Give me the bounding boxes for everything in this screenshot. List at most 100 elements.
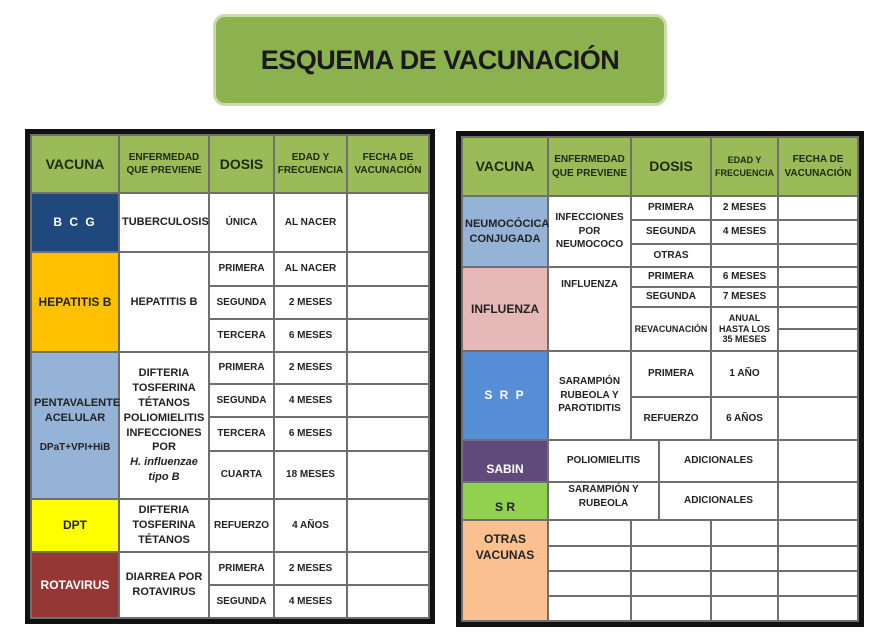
age-cell: 4 MESES xyxy=(273,383,348,418)
table-row: REVACUNACIÓN ANUAL HASTA LOS 35 MESES xyxy=(462,306,860,352)
header-edad: EDAD Y FRECUENCIA xyxy=(710,136,780,197)
date-field[interactable] xyxy=(777,350,860,398)
table-row xyxy=(462,545,860,572)
date-field[interactable] xyxy=(777,286,860,308)
right-schedule-frame: VACUNA ENFERMEDAD QUE PREVIENE DOSIS EDA… xyxy=(456,131,865,627)
dose-cell: PRIMERA xyxy=(629,350,713,398)
date-field[interactable] xyxy=(777,219,860,245)
disease-cell: TUBERCULOSIS xyxy=(118,192,210,253)
dose-cell: PRIMERA xyxy=(629,266,713,288)
table-row: PENTAVALENTE ACELULAR DPaT+VPI+HiB DIFTE… xyxy=(30,351,430,500)
header-fecha: FECHA DE VACUNACIÓN xyxy=(777,136,860,197)
vaccine-sub: DPaT+VPI+HiB xyxy=(39,442,111,454)
table-row: SEGUNDA 2 MESES xyxy=(31,285,430,320)
blank-cell[interactable] xyxy=(547,595,632,622)
left-schedule-table: VACUNA ENFERMEDAD QUE PREVIENE DOSIS EDA… xyxy=(30,134,430,619)
date-field[interactable] xyxy=(346,551,430,586)
vaccine-bcg: B C G xyxy=(30,192,120,253)
age-cell: 2 MESES xyxy=(710,195,780,221)
date-field[interactable] xyxy=(777,545,860,572)
table-row: SEGUNDA 4 MESES xyxy=(31,383,430,418)
date-field[interactable] xyxy=(346,498,430,553)
table-row xyxy=(462,328,860,352)
date-field[interactable] xyxy=(777,195,860,221)
blank-cell[interactable] xyxy=(629,595,713,622)
age-cell: 7 MESES xyxy=(710,286,780,308)
table-row: SEGUNDA 7 MESES xyxy=(462,286,860,308)
dose-cell: REVACUNACIÓN xyxy=(629,306,713,352)
date-field[interactable] xyxy=(346,251,430,287)
date-field[interactable] xyxy=(777,306,860,330)
header-vacuna: VACUNA xyxy=(461,136,549,197)
header-row: VACUNA ENFERMEDAD QUE PREVIENE DOSIS EDA… xyxy=(461,136,860,197)
blank-cell[interactable] xyxy=(547,570,632,597)
table-row: NEUMOCÓCICA CONJUGADA INFECCIONES POR NE… xyxy=(461,195,860,268)
right-schedule-table: VACUNA ENFERMEDAD QUE PREVIENE DOSIS EDA… xyxy=(461,136,860,622)
date-field[interactable] xyxy=(777,519,860,547)
table-row: OTRAS VACUNAS xyxy=(461,519,860,622)
date-field[interactable] xyxy=(346,383,430,418)
blank-cell[interactable] xyxy=(547,519,632,547)
blank-cell[interactable] xyxy=(629,519,713,547)
date-field[interactable] xyxy=(777,266,860,288)
vaccine-pentavalente: PENTAVALENTE ACELULAR DPaT+VPI+HiB xyxy=(30,351,120,500)
table-row: B C G TUBERCULOSIS ÚNICA AL NACER xyxy=(30,192,430,253)
table-row: S R SARAMPIÓN Y RUBEOLA ADICIONALES xyxy=(461,481,860,521)
date-field[interactable] xyxy=(777,396,860,441)
age-cell: 1 AÑO xyxy=(710,350,780,398)
header-edad: EDAD Y FRECUENCIA xyxy=(273,134,348,194)
header-enfermedad: ENFERMEDAD QUE PREVIENE xyxy=(547,136,632,197)
date-field[interactable] xyxy=(346,192,430,253)
date-field[interactable] xyxy=(346,351,430,385)
table-row xyxy=(462,595,860,622)
vaccine-sr: S R xyxy=(461,481,549,521)
age-cell: 6 MESES xyxy=(710,266,780,288)
blank-cell[interactable] xyxy=(629,545,713,572)
date-field[interactable] xyxy=(346,285,430,320)
age-cell: 6 MESES xyxy=(273,318,348,353)
blank-cell[interactable] xyxy=(710,570,780,597)
dose-cell: PRIMERA xyxy=(208,251,275,287)
date-field[interactable] xyxy=(346,450,430,500)
header-row: VACUNA ENFERMEDAD QUE PREVIENE DOSIS EDA… xyxy=(30,134,430,194)
date-field[interactable] xyxy=(777,243,860,268)
age-cell: 2 MESES xyxy=(273,285,348,320)
blank-cell[interactable] xyxy=(547,545,632,572)
disease-cell: INFLUENZA xyxy=(547,266,632,352)
age-cell: AL NACER xyxy=(273,192,348,253)
table-row: OTRAS xyxy=(462,243,860,268)
vaccine-otras: OTRAS VACUNAS xyxy=(461,519,549,622)
left-schedule-frame: VACUNA ENFERMEDAD QUE PREVIENE DOSIS EDA… xyxy=(25,129,435,624)
date-field[interactable] xyxy=(777,439,860,483)
dose-cell: PRIMERA xyxy=(208,351,275,385)
dose-cell: TERCERA xyxy=(208,318,275,353)
blank-cell[interactable] xyxy=(710,519,780,547)
blank-cell[interactable] xyxy=(710,595,780,622)
dose-cell: TERCERA xyxy=(208,416,275,452)
date-field[interactable] xyxy=(777,570,860,597)
vaccine-sabin: SABIN xyxy=(461,439,549,483)
date-field[interactable] xyxy=(346,318,430,353)
disease-cell: POLIOMIELITIS xyxy=(547,439,660,483)
table-row: REFUERZO 6 AÑOS xyxy=(462,396,860,441)
table-row: TERCERA 6 MESES xyxy=(31,318,430,353)
vaccine-srp: S R P xyxy=(461,350,549,441)
date-field[interactable] xyxy=(346,416,430,452)
age-cell xyxy=(710,243,780,268)
date-field[interactable] xyxy=(777,328,860,352)
date-field[interactable] xyxy=(777,481,860,521)
date-field[interactable] xyxy=(777,595,860,622)
table-row: S R P SARAMPIÓN RUBEOLA Y PAROTIDITIS PR… xyxy=(461,350,860,441)
dose-cell: ADICIONALES xyxy=(657,481,780,521)
table-row: INFLUENZA INFLUENZA PRIMERA 6 MESES xyxy=(461,266,860,352)
age-cell: 4 AÑOS xyxy=(273,498,348,553)
vaccine-neumococica: NEUMOCÓCICA CONJUGADA xyxy=(461,195,549,268)
dose-cell: OTRAS xyxy=(629,243,713,268)
age-cell: 2 MESES xyxy=(273,551,348,586)
date-field[interactable] xyxy=(346,584,430,619)
dose-cell: SEGUNDA xyxy=(208,584,275,619)
blank-cell[interactable] xyxy=(710,545,780,572)
dose-cell: ADICIONALES xyxy=(657,439,780,483)
table-row: DPT DIFTERIA TOSFERINA TÉTANOS REFUERZO … xyxy=(30,498,430,553)
blank-cell[interactable] xyxy=(629,570,713,597)
